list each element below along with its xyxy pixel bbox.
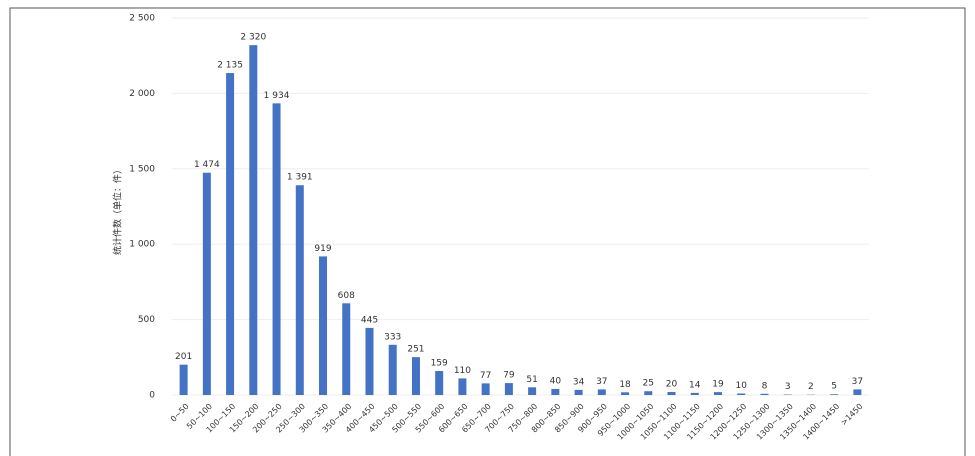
- value-label: 3: [785, 382, 791, 392]
- bar: [504, 383, 513, 395]
- value-label: 20: [666, 379, 678, 389]
- bar: [272, 103, 281, 396]
- bar: [411, 357, 420, 395]
- value-label: 1 934: [264, 91, 290, 101]
- bar: [760, 393, 769, 395]
- bar: [574, 389, 583, 395]
- bar: [737, 393, 746, 395]
- x-tick-label: >1450: [839, 402, 865, 428]
- value-label: 251: [407, 345, 424, 355]
- value-label: 10: [735, 381, 747, 391]
- value-label: 18: [619, 380, 631, 390]
- bar: [597, 389, 606, 395]
- value-label: 14: [689, 380, 701, 390]
- x-tick-label: 0~50: [169, 402, 191, 424]
- value-label: 40: [550, 376, 562, 386]
- bar: [342, 303, 351, 395]
- value-label: 5: [831, 382, 837, 392]
- bar: [551, 388, 560, 395]
- value-label: 110: [454, 366, 471, 376]
- value-label: 2 320: [240, 33, 266, 43]
- bar: [713, 392, 722, 395]
- bar: [179, 364, 188, 395]
- bar: [388, 344, 397, 395]
- value-label: 201: [175, 352, 192, 362]
- value-label: 34: [573, 377, 585, 387]
- y-tick-label: 1 000: [129, 240, 155, 250]
- value-label: 159: [431, 359, 448, 369]
- bar: [249, 45, 258, 395]
- value-label: 2: [808, 382, 814, 392]
- bar: [528, 387, 537, 395]
- bar: [202, 172, 211, 395]
- y-tick-label: 0: [149, 391, 155, 401]
- value-label: 608: [338, 291, 355, 301]
- frame: [9, 7, 966, 456]
- bar: [458, 378, 467, 395]
- bar: [435, 371, 444, 395]
- bar: [644, 391, 653, 395]
- bar: [319, 256, 328, 395]
- value-label: 77: [480, 371, 491, 381]
- bar: [621, 392, 630, 395]
- value-label: 8: [762, 381, 768, 391]
- bar: [853, 389, 862, 395]
- bar: [481, 383, 490, 395]
- bar: [226, 73, 235, 396]
- bar: [667, 391, 676, 395]
- y-tick-label: 2 500: [129, 14, 155, 24]
- bar: [690, 392, 699, 395]
- value-label: 333: [384, 332, 401, 342]
- value-label: 919: [314, 244, 331, 254]
- value-label: 51: [526, 375, 537, 385]
- value-label: 2 135: [217, 61, 243, 71]
- value-label: 1 391: [287, 173, 313, 183]
- value-label: 1 474: [194, 160, 220, 170]
- value-label: 37: [852, 377, 863, 387]
- y-tick-label: 2 000: [129, 89, 155, 99]
- value-label: 25: [643, 379, 654, 389]
- value-label: 37: [596, 377, 607, 387]
- y-tick-label: 1 500: [129, 164, 155, 174]
- y-axis-label: 统计件数（单位：件）: [112, 165, 124, 255]
- bar: [830, 394, 839, 395]
- y-tick-label: 500: [138, 315, 155, 325]
- bar: [295, 185, 304, 395]
- value-label: 445: [361, 315, 378, 325]
- value-label: 19: [712, 380, 724, 390]
- bar: [365, 327, 374, 395]
- value-label: 79: [503, 371, 515, 381]
